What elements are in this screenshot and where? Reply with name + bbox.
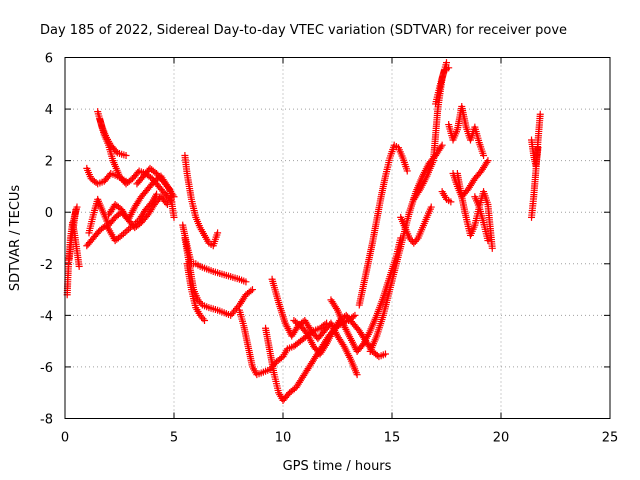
- data-point: [353, 371, 361, 379]
- data-point: [483, 158, 491, 166]
- data-track-20: [355, 141, 411, 309]
- data-point: [413, 236, 421, 244]
- data-point: [122, 151, 130, 159]
- y-tick-labels: -8 -6 -4 -2 0 2 4 6: [40, 52, 53, 428]
- data-point: [214, 229, 222, 237]
- data-point: [170, 213, 178, 221]
- data-point: [162, 199, 170, 207]
- data-point: [484, 157, 492, 165]
- data-track-29: [471, 193, 492, 245]
- data-point: [415, 187, 423, 195]
- grid-lines: [65, 57, 610, 419]
- data-point: [242, 278, 250, 286]
- y-tick-label: -6: [40, 361, 53, 376]
- data-point: [164, 183, 172, 191]
- data-point: [248, 286, 256, 294]
- data-point: [197, 299, 205, 307]
- data-track-18: [290, 311, 389, 361]
- data-point: [339, 341, 347, 349]
- x-tick-label: 10: [275, 431, 292, 446]
- data-point: [488, 244, 496, 252]
- y-tick-label: 2: [45, 155, 53, 170]
- x-tick-label: 20: [493, 431, 510, 446]
- data-point: [443, 59, 450, 67]
- data-point: [445, 64, 453, 72]
- data-point: [484, 237, 492, 245]
- data-point: [199, 315, 207, 323]
- x-tick-label: 25: [602, 431, 619, 446]
- data-point: [427, 203, 435, 211]
- data-track-24: [432, 64, 453, 108]
- x-tick-label: 0: [61, 431, 69, 446]
- data-point: [534, 144, 542, 152]
- chart-title: Day 185 of 2022, Sidereal Day-to-day VTE…: [40, 23, 567, 38]
- data-track-26: [445, 102, 488, 159]
- data-track-14: [183, 260, 209, 325]
- data-point: [403, 167, 411, 175]
- data-track-22: [397, 203, 435, 247]
- y-tick-label: -2: [40, 258, 53, 273]
- data-point: [480, 151, 488, 159]
- data-point: [437, 143, 445, 151]
- data-point: [332, 304, 340, 312]
- data-track-31: [528, 136, 542, 170]
- data-point: [381, 350, 389, 358]
- data-point: [351, 311, 359, 319]
- data-track-25: [438, 188, 455, 206]
- y-tick-label: -8: [40, 413, 53, 428]
- x-tick-labels: 0 5 10 15 20 25: [61, 431, 618, 446]
- y-tick-label: -4: [40, 309, 53, 324]
- x-axis-label: GPS time / hours: [283, 459, 392, 474]
- data-point: [247, 287, 255, 295]
- data-point: [536, 110, 544, 118]
- plot-frame: [64, 57, 611, 419]
- data-point: [447, 198, 455, 206]
- data-track-11: [181, 151, 222, 250]
- data-points: [63, 59, 544, 404]
- y-axis-label: SDTVAR / TECUs: [8, 185, 23, 292]
- data-point: [75, 262, 83, 270]
- data-point: [438, 141, 446, 149]
- y-tick-label: 0: [45, 206, 53, 221]
- x-tick-label: 15: [384, 431, 401, 446]
- y-tick-label: 6: [45, 52, 53, 67]
- x-tick-label: 5: [170, 431, 178, 446]
- data-point: [322, 341, 330, 349]
- data-track-3: [69, 203, 81, 229]
- data-point: [201, 317, 209, 325]
- data-point: [73, 203, 81, 211]
- data-point: [153, 190, 161, 198]
- data-track-10: [133, 164, 178, 221]
- y-tick-label: 4: [45, 103, 53, 118]
